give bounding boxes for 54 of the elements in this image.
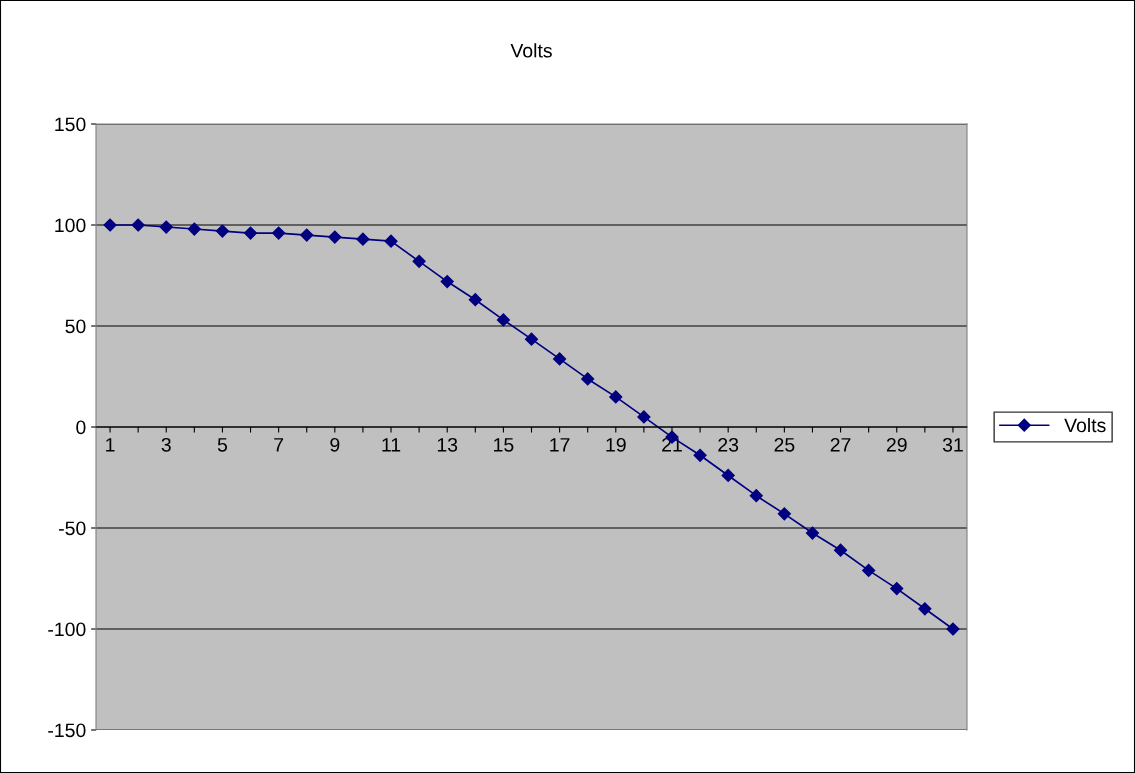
y-tick-label: 0: [76, 420, 86, 435]
x-tick-label: 19: [606, 437, 626, 452]
point: [243, 226, 258, 240]
y-tick-label: -50: [59, 521, 86, 536]
point: [131, 218, 145, 232]
x-tick-label: 31: [942, 437, 963, 452]
x-tick-label: 25: [774, 437, 795, 452]
point: [524, 332, 539, 346]
point: [440, 274, 454, 289]
y-tick-label: 150: [55, 117, 86, 132]
x-tick-label: 1: [106, 438, 115, 452]
point: [496, 313, 510, 327]
x-tick-label: 7: [274, 438, 284, 452]
point: [412, 254, 426, 268]
x-tick-label: 23: [718, 437, 739, 452]
point: [721, 468, 735, 483]
point: [693, 448, 707, 462]
point: [833, 543, 848, 557]
point: [946, 622, 960, 636]
point: [187, 222, 201, 236]
x-tick-label: 3: [161, 437, 171, 452]
point: [300, 228, 314, 242]
point: [581, 372, 595, 386]
point: [553, 352, 567, 366]
point: [890, 582, 904, 596]
legend-label: Volts: [1064, 417, 1106, 433]
point: [609, 390, 623, 404]
x-tick-label: 13: [437, 437, 458, 452]
point: [159, 220, 173, 234]
x-tick-label: 17: [550, 438, 570, 452]
chart-title: Volts: [510, 43, 552, 58]
point: [862, 563, 876, 578]
y-tick-label: 50: [65, 319, 86, 334]
point: [637, 410, 651, 424]
x-tick-label: 15: [494, 438, 514, 452]
x-tick-label: 9: [330, 437, 340, 452]
x-tick-label: 29: [886, 437, 907, 452]
x-tick-label: 11: [382, 438, 401, 452]
point: [272, 226, 286, 240]
point: [777, 507, 791, 521]
point: [103, 218, 117, 232]
point: [384, 234, 398, 248]
point: [356, 232, 370, 246]
point: [468, 293, 482, 307]
y-tick-label: 100: [55, 218, 86, 233]
x-tick-label: 5: [217, 438, 228, 452]
y-tick-label: -100: [48, 622, 86, 637]
point: [749, 489, 763, 503]
point: [328, 230, 342, 244]
point: [918, 602, 932, 616]
point: [215, 224, 230, 238]
y-tick-label: -150: [48, 723, 86, 738]
x-tick-label: 27: [830, 437, 851, 452]
point: [805, 526, 820, 540]
